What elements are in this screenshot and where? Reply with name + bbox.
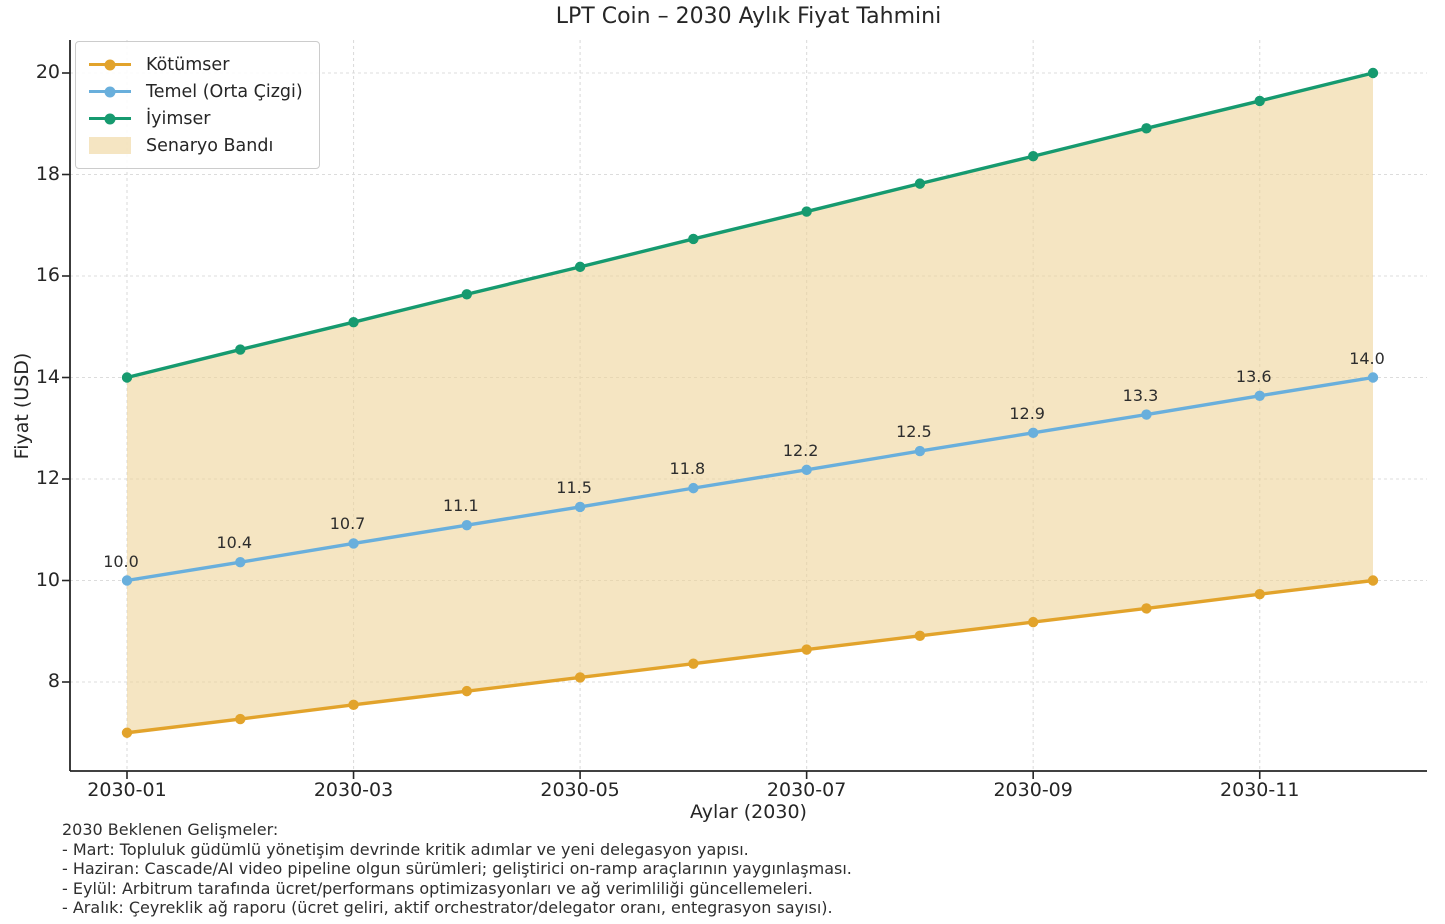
point-value-label: 13.6 [1235,366,1272,386]
annotation-line: 2030 Beklenen Gelişmeler: [62,820,279,839]
series-marker [1367,372,1379,383]
series-marker [1254,390,1265,401]
point-value-label: 12.2 [782,440,819,460]
y-tick-label: 18 [35,162,60,185]
series-marker [1141,603,1152,614]
series-marker [574,672,586,683]
y-tick-label: 8 [47,670,60,692]
point-value-label: 10.0 [103,551,139,571]
series-marker [801,206,812,217]
series-marker [1254,589,1265,600]
series-marker [121,727,133,738]
annotation-line: - Aralık: Çeyreklik ağ raporu (ücret gel… [62,898,833,918]
series-marker [121,372,133,383]
series-marker [574,261,586,273]
annotation-line: - Eylül: Arbitrum tarafında ücret/perfor… [62,878,813,898]
series-marker [688,658,699,669]
series-line [125,375,1375,583]
series-marker [574,501,586,513]
y-tick-label: 16 [35,264,60,286]
legend-label: Temel (Orta Çizgi) [146,81,303,102]
legend-swatch-band [89,137,131,154]
legend-swatch-line [89,113,131,124]
series-marker [461,519,473,531]
series-line [125,578,1375,735]
x-tick-label: 2030-03 [313,779,394,801]
series-marker [914,178,926,189]
y-tick-label: 20 [35,61,60,83]
legend-item: Temel (Orta Çizgi) [89,78,303,105]
scenario-band [127,73,1373,733]
series-marker [1367,575,1379,586]
series-marker [688,482,699,494]
series-marker [1027,427,1039,439]
series-marker [348,699,359,711]
y-tick-label: 10 [35,568,60,591]
legend-label: İyimser [146,108,211,129]
x-axis-label: Aylar (2030) [690,801,807,823]
annotation-line: - Mart: Topluluk güdümlü yönetişim devri… [62,839,749,859]
legend-swatch-line [89,59,131,70]
series-marker [348,538,359,549]
series-marker [801,644,812,655]
point-value-label: 13.3 [1122,385,1159,405]
x-tick-label: 2030-07 [766,779,847,801]
series-marker [235,344,246,355]
series-marker [235,713,246,725]
series-marker [348,316,359,328]
point-value-label: 12.9 [1009,403,1045,423]
chart-title: LPT Coin – 2030 Aylık Fiyat Tahmini [555,4,942,29]
series-marker [688,233,699,245]
legend-label: Senaryo Bandı [146,135,274,156]
series-marker [1027,151,1039,162]
legend-swatch-line [89,86,131,97]
series-line [125,71,1375,380]
series-marker [1367,67,1379,79]
point-value-label: 10.7 [329,514,366,534]
series-marker [461,685,473,697]
series-marker [914,445,926,457]
legend-item: İyimser [89,105,303,132]
series-marker [235,557,246,568]
point-value-label: 11.5 [556,477,592,497]
legend-item: Senaryo Bandı [89,132,303,159]
series-marker [1254,95,1265,107]
series-marker [1141,123,1152,134]
legend-item: Kötümser [89,51,303,78]
x-tick-label: 2030-01 [87,779,167,801]
point-value-label: 10.4 [216,533,253,553]
point-value-label: 12.5 [896,422,932,442]
y-tick-label: 14 [35,365,60,388]
x-tick-label: 2030-11 [1220,779,1300,801]
point-value-label: 11.8 [669,459,706,479]
series-marker [801,464,812,476]
y-tick-label: 12 [35,467,60,489]
series-marker [461,289,473,300]
series-marker [914,630,926,642]
x-tick-label: 2030-05 [540,779,620,801]
x-tick-label: 2030-09 [993,779,1073,801]
point-value-label: 11.1 [443,496,479,516]
series-marker [121,575,133,586]
legend: Kötümser Temel (Orta Çizgi) İyimser Senaryo… [75,41,320,169]
annotation-line: - Haziran: Cascade/AI video pipeline olg… [62,859,852,879]
point-value-label: 14.0 [1349,348,1385,368]
series-marker [1141,409,1152,420]
legend-label: Kötümser [146,54,230,75]
series-marker [1027,616,1039,628]
annotation-block: 2030 Beklenen Gelişmeler: - Mart: Toplul… [62,820,852,918]
